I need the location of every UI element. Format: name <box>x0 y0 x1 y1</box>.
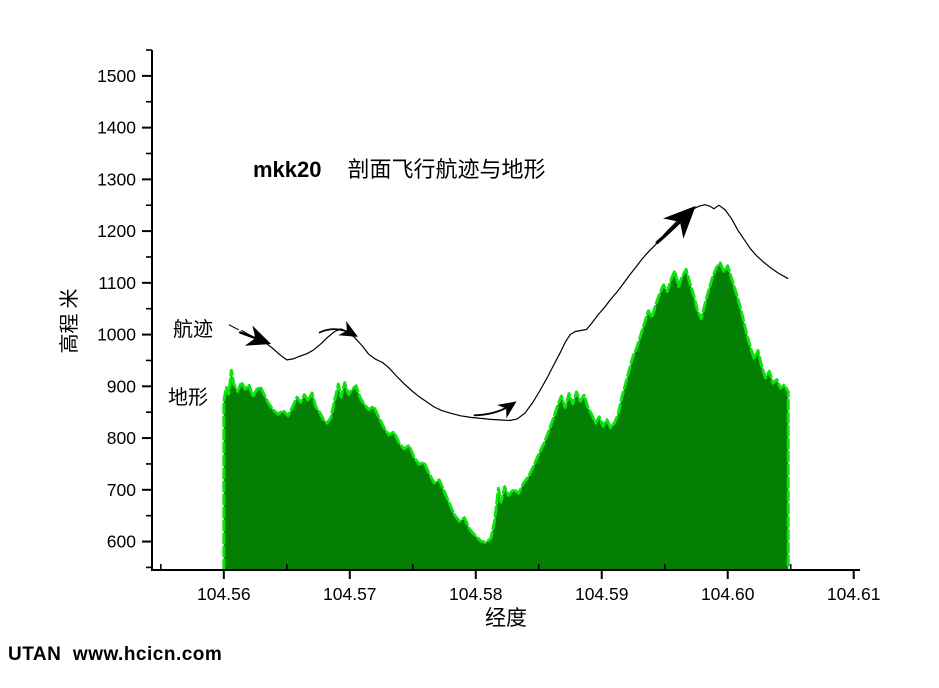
x-tick-label: 104.56 <box>197 584 251 604</box>
y-tick-label: 1100 <box>98 273 136 293</box>
x-axis-title: 经度 <box>485 606 527 630</box>
y-tick-label: 1200 <box>97 221 136 241</box>
terrain-label: 地形 <box>168 387 208 409</box>
y-tick-label: 1300 <box>97 169 136 189</box>
terrain-edge <box>222 261 790 571</box>
x-tick-label: 104.58 <box>449 584 503 604</box>
terrain-area <box>223 262 789 569</box>
y-tick-label: 900 <box>107 376 136 396</box>
x-tick-label: 104.61 <box>827 584 881 604</box>
y-axis-title: 高程 米 <box>59 288 81 354</box>
y-tick-label: 1500 <box>97 66 136 86</box>
flight-path-line <box>241 204 789 422</box>
y-tick-label: 800 <box>107 428 136 448</box>
chart-title-prefix: mkk20 <box>253 157 322 182</box>
track-label-leader <box>228 324 240 331</box>
direction-arrow <box>473 401 517 419</box>
flight-track-label: 航迹 <box>173 319 213 341</box>
direction-arrow <box>655 205 696 245</box>
chart-title-main: 剖面飞行航迹与地形 <box>347 157 546 182</box>
chart-title: mkk20 剖面飞行航迹与地形 <box>253 152 546 184</box>
direction-arrow <box>318 321 358 337</box>
x-tick-label: 104.59 <box>575 584 629 604</box>
x-tick-label: 104.57 <box>323 584 377 604</box>
watermark-text: UTAN www.hcicn.com <box>8 644 223 665</box>
y-tick-label: 1400 <box>97 118 136 138</box>
direction-arrow <box>239 325 272 346</box>
y-tick-label: 600 <box>107 532 136 552</box>
x-tick-label: 104.60 <box>701 584 755 604</box>
y-tick-label: 700 <box>107 480 136 500</box>
y-tick-label: 1000 <box>97 325 136 345</box>
